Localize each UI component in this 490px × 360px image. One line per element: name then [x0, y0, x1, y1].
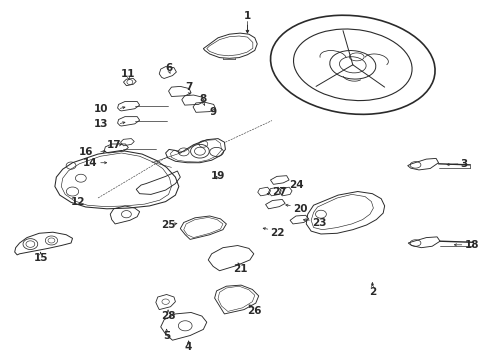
Text: 10: 10: [94, 104, 109, 114]
Text: 20: 20: [293, 204, 308, 214]
Text: 15: 15: [33, 253, 48, 263]
Text: 14: 14: [82, 158, 97, 168]
Text: 17: 17: [106, 140, 121, 150]
Text: 9: 9: [210, 107, 217, 117]
Text: 8: 8: [200, 94, 207, 104]
Text: 26: 26: [247, 306, 262, 316]
Text: 23: 23: [312, 218, 327, 228]
Text: 22: 22: [270, 228, 285, 238]
Text: 12: 12: [71, 197, 86, 207]
Text: 28: 28: [161, 311, 175, 321]
Text: 4: 4: [185, 342, 193, 352]
Text: 25: 25: [161, 220, 175, 230]
Text: 13: 13: [94, 119, 109, 129]
Text: 7: 7: [185, 82, 193, 93]
Text: 5: 5: [163, 330, 170, 341]
Text: 3: 3: [461, 159, 468, 169]
Text: 11: 11: [121, 69, 136, 79]
Text: 1: 1: [244, 11, 251, 21]
Text: 21: 21: [233, 264, 247, 274]
Text: 19: 19: [211, 171, 225, 181]
Text: 16: 16: [78, 147, 93, 157]
Text: 18: 18: [465, 240, 479, 250]
Text: 6: 6: [166, 63, 172, 73]
Text: 2: 2: [369, 287, 376, 297]
Text: 24: 24: [289, 180, 304, 190]
Text: 27: 27: [272, 186, 287, 197]
